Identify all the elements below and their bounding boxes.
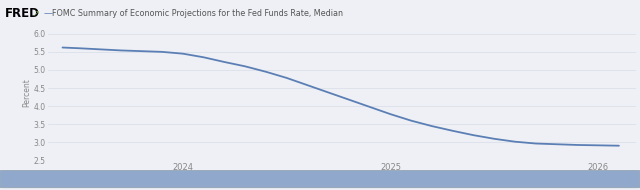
Text: —: — [44, 9, 52, 18]
Y-axis label: Percent: Percent [22, 78, 31, 107]
FancyBboxPatch shape [0, 171, 640, 188]
Text: FRED: FRED [5, 7, 40, 20]
Text: ↗: ↗ [33, 9, 40, 18]
Text: FOMC Summary of Economic Projections for the Fed Funds Rate, Median: FOMC Summary of Economic Projections for… [52, 9, 344, 18]
